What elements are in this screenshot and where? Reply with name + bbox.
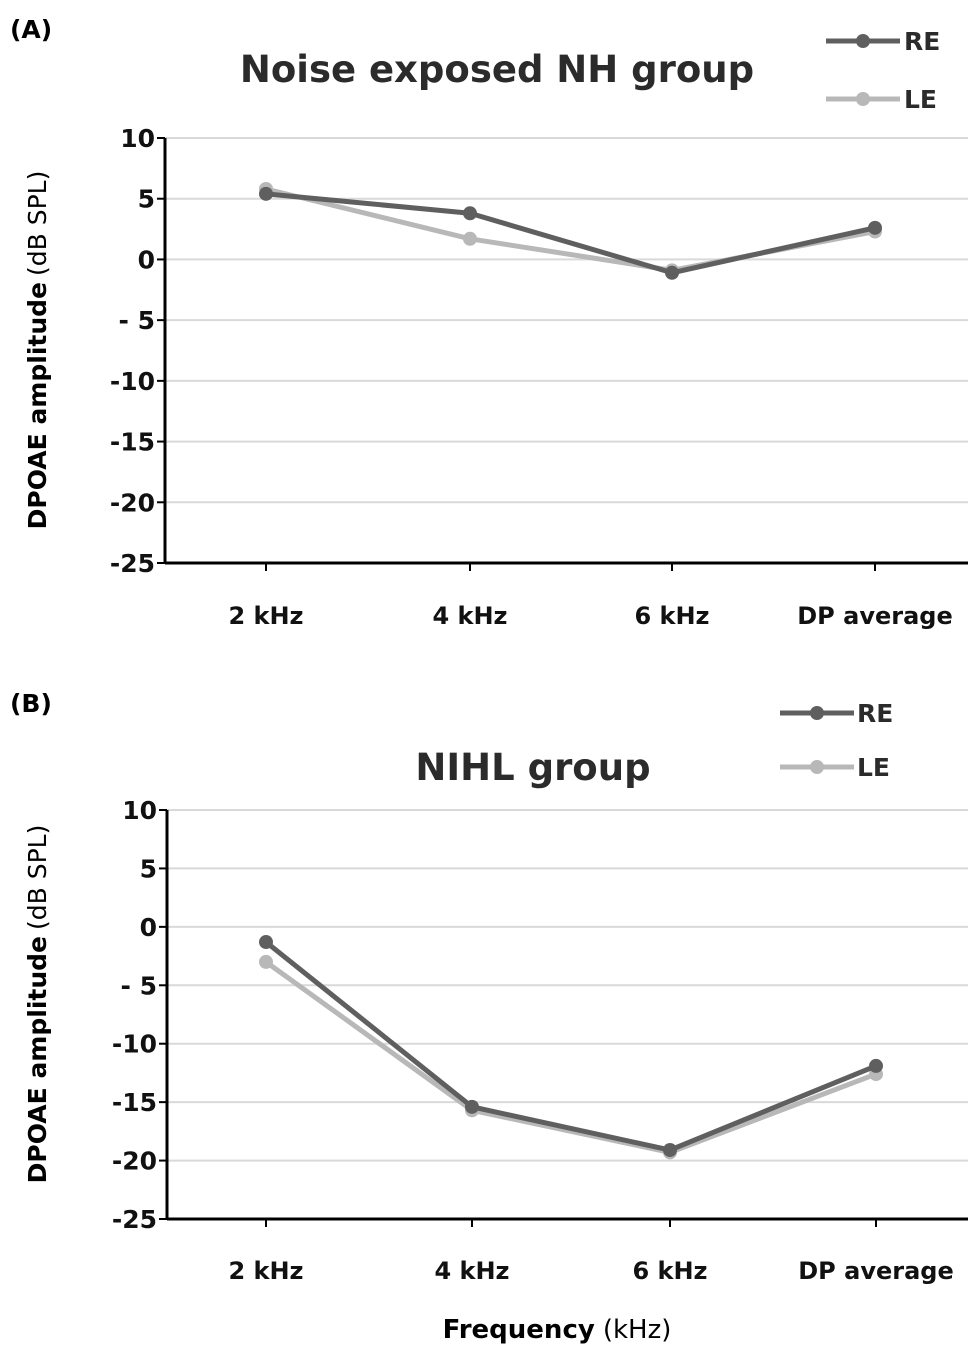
x-tick-label: DP average <box>798 1257 953 1285</box>
legend-label-le: LE <box>904 85 937 114</box>
chart-title: NIHL group <box>415 746 650 789</box>
series-line-le <box>264 959 877 1155</box>
y-tick-label: - 5 <box>119 306 155 335</box>
y-axis-title-unit: (dB SPL) <box>23 171 52 276</box>
data-point-re <box>665 265 679 280</box>
y-tick-label: -25 <box>112 1205 157 1234</box>
series-line-re <box>264 940 877 1153</box>
x-tick-label: 4 kHz <box>434 1257 509 1285</box>
chart-title: Noise exposed NH group <box>240 48 754 91</box>
data-point-re <box>663 1143 677 1158</box>
data-point-le <box>259 954 273 969</box>
y-tick-label: 5 <box>140 854 157 883</box>
x-axis-title-unit: (kHz) <box>603 1315 672 1345</box>
y-axis-title-bold: DPOAE amplitude <box>23 282 52 529</box>
data-point-re <box>868 220 882 235</box>
legend-marker-le <box>856 92 870 106</box>
y-axis-title-unit: (dB SPL) <box>23 825 52 930</box>
x-tick-label: 6 kHz <box>632 1257 707 1285</box>
y-tick-label: 0 <box>140 913 157 942</box>
y-tick-label: 5 <box>138 185 155 214</box>
legend-marker-re <box>810 706 824 720</box>
data-point-re <box>869 1058 883 1073</box>
x-tick-label: 2 kHz <box>228 602 303 630</box>
y-tick-label: -20 <box>112 1147 157 1176</box>
legend-label-le: LE <box>857 753 890 782</box>
x-axis-title: Frequency (kHz) <box>443 1315 672 1345</box>
data-point-re <box>465 1099 479 1114</box>
y-axis-title: DPOAE amplitude (dB SPL) <box>23 825 52 1184</box>
legend-label-re: RE <box>904 27 940 56</box>
legend-label-re: RE <box>857 699 893 728</box>
data-point-re <box>259 935 273 950</box>
y-tick-label: -15 <box>110 428 155 457</box>
data-point-re <box>259 186 273 201</box>
panel-label: (B) <box>10 689 52 718</box>
y-tick-label: -25 <box>110 549 155 578</box>
data-point-le <box>463 231 477 246</box>
legend-marker-le <box>810 760 824 774</box>
x-tick-label: 6 kHz <box>634 602 709 630</box>
y-tick-label: -15 <box>112 1088 157 1117</box>
y-tick-label: 10 <box>122 796 157 825</box>
y-tick-label: -10 <box>112 1030 157 1059</box>
data-point-re <box>463 206 477 221</box>
panel-a-chart: 10 5 0 - 5 -10 -15 -20 -25 2 kHz 4 kHz 6 kHz DP ave… <box>10 15 968 630</box>
x-axis-title-bold: Frequency <box>443 1315 595 1345</box>
y-tick-label: 0 <box>138 245 155 274</box>
series-line-re <box>265 191 876 276</box>
y-axis-title: DPOAE amplitude (dB SPL) <box>23 171 52 530</box>
y-tick-label: -10 <box>110 367 155 396</box>
panel-label: (A) <box>10 15 52 44</box>
y-tick-label: 10 <box>120 124 155 153</box>
legend-marker-re <box>856 34 870 48</box>
y-axis-title-bold: DPOAE amplitude <box>23 936 52 1183</box>
x-tick-label: 2 kHz <box>228 1257 303 1285</box>
x-tick-label: DP average <box>797 602 952 630</box>
x-tick-label: 4 kHz <box>432 602 507 630</box>
y-tick-label: - 5 <box>121 971 157 1000</box>
panel-b-chart: 10 5 0 - 5 -10 -15 -20 -25 2 kHz 4 kHz 6 kHz DP ave… <box>10 689 968 1285</box>
y-tick-label: -20 <box>110 488 155 517</box>
